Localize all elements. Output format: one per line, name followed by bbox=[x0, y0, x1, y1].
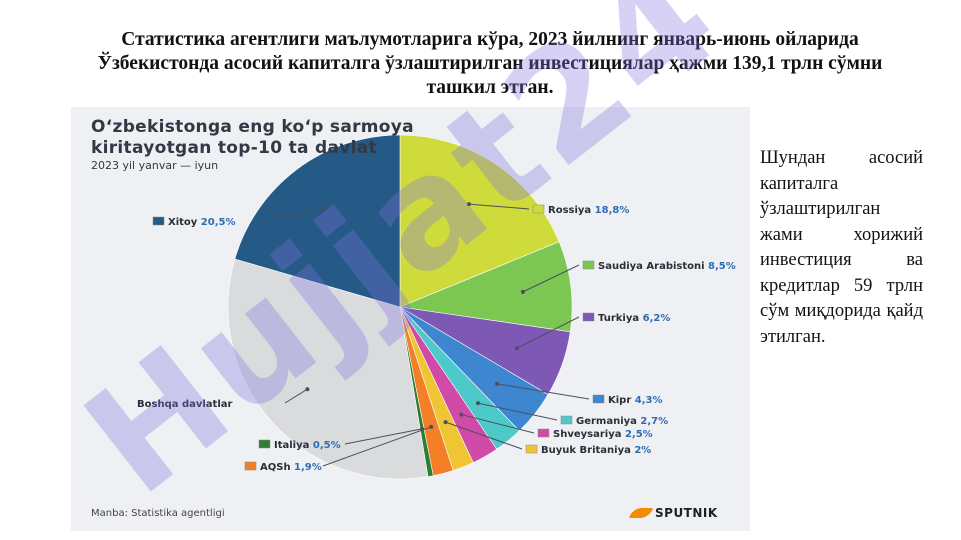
slice-label: Germaniya 2,7% bbox=[576, 416, 668, 427]
slice-label-value: 0,5% bbox=[313, 440, 341, 451]
slice-label: Turkiya 6,2% bbox=[598, 313, 670, 324]
leader-dot bbox=[495, 381, 500, 386]
pie-chart: Rossiya 18,8% Saudiya Arabistoni 8,5% Turk… bbox=[137, 134, 736, 480]
slice-label-value: 4,3% bbox=[635, 395, 663, 406]
slice-label: Rossiya 18,8% bbox=[548, 205, 629, 216]
slice-label-value: 2,5% bbox=[625, 429, 653, 440]
flag-icon bbox=[152, 216, 165, 226]
flag-icon bbox=[582, 312, 595, 322]
slice-label-name: Germaniya bbox=[576, 416, 640, 427]
leader-line bbox=[445, 421, 523, 450]
sputnik-logo: SPUTNIK bbox=[628, 506, 718, 520]
slice-label-name: Rossiya bbox=[548, 205, 595, 216]
slice-label: Italiya 0,5% bbox=[274, 440, 341, 451]
pie-slice-boshqa-davlatlar bbox=[227, 258, 429, 480]
leader-dot bbox=[305, 387, 310, 392]
infographic-panel: Rossiya 18,8% Saudiya Arabistoni 8,5% Turk… bbox=[71, 107, 750, 531]
source-note: Manba: Statistika agentligi bbox=[91, 508, 225, 519]
flag-icon bbox=[244, 461, 257, 471]
leader-dot bbox=[420, 426, 425, 431]
slice-label-name: Shveysariya bbox=[553, 429, 625, 440]
slice-label: Boshqa davlatlar bbox=[137, 399, 233, 410]
slice-label-value: 2% bbox=[634, 445, 651, 456]
slice-label-name: Boshqa davlatlar bbox=[137, 399, 233, 410]
slice-label-name: Buyuk Britaniya bbox=[541, 445, 634, 456]
leader-dot bbox=[520, 289, 525, 294]
flag-icon bbox=[582, 260, 595, 270]
sputnik-logo-text: SPUTNIK bbox=[655, 506, 718, 520]
flag-icon bbox=[525, 444, 538, 454]
flag-icon bbox=[560, 415, 573, 425]
pie-slice-rossiya bbox=[399, 134, 560, 308]
leader-line bbox=[522, 264, 580, 293]
leader-line bbox=[322, 426, 432, 467]
slice-label-value: 18,8% bbox=[595, 205, 630, 216]
leader-line bbox=[284, 388, 308, 404]
slice-label: Buyuk Britaniya 2% bbox=[541, 445, 651, 456]
leader-line bbox=[468, 203, 530, 210]
leader-dot bbox=[459, 412, 464, 417]
leader-line bbox=[477, 402, 558, 421]
flag-icon bbox=[258, 439, 271, 449]
slice-label-name: Saudiya Arabistoni bbox=[598, 261, 708, 272]
leader-dot bbox=[514, 346, 519, 351]
leader-dot bbox=[466, 202, 471, 207]
leader-line bbox=[461, 414, 535, 434]
slice-label: Xitoy 20,5% bbox=[168, 217, 236, 228]
slice-label-value: 1,9% bbox=[294, 462, 322, 473]
infographic-title: O‘zbekistonga eng ko‘p sarmoya kiritayot… bbox=[91, 117, 414, 159]
leader-dot bbox=[476, 401, 481, 406]
leader-line bbox=[516, 316, 580, 349]
infographic-subtitle: 2023 yil yanvar — iyun bbox=[91, 159, 219, 172]
flag-icon bbox=[537, 428, 550, 438]
flag-icon bbox=[592, 394, 605, 404]
slice-label: Kipr 4,3% bbox=[608, 395, 662, 406]
slice-label-value: 6,2% bbox=[643, 313, 671, 324]
leader-line bbox=[344, 428, 423, 445]
pie-slice-saudiya-arabistoni bbox=[398, 241, 573, 333]
leader-dot bbox=[429, 424, 434, 429]
slice-label: AQSh 1,9% bbox=[260, 462, 322, 473]
leader-line bbox=[497, 383, 590, 400]
leader-dot bbox=[443, 420, 448, 425]
side-paragraph: Шундан асосий капиталга ўзлаштирилган жа… bbox=[760, 148, 923, 347]
slice-label: Saudiya Arabistoni 8,5% bbox=[598, 261, 736, 272]
infographic-title-line2: kiritayotgan top-10 ta davlat bbox=[91, 138, 377, 158]
pie-slice-xitoy bbox=[234, 134, 401, 308]
slice-label-name: Italiya bbox=[274, 440, 313, 451]
slice-label-value: 8,5% bbox=[708, 261, 736, 272]
leader-line bbox=[262, 207, 326, 222]
sputnik-logo-icon bbox=[628, 508, 654, 518]
slice-label-name: Kipr bbox=[608, 395, 635, 406]
slice-label-name: Xitoy bbox=[168, 217, 201, 228]
leader-dot bbox=[323, 205, 328, 210]
slice-label-name: Turkiya bbox=[598, 313, 643, 324]
slice-label-value: 2,7% bbox=[640, 416, 668, 427]
infographic-title-line1: O‘zbekistonga eng ko‘p sarmoya bbox=[91, 117, 414, 137]
slice-label-value: 20,5% bbox=[201, 217, 236, 228]
flag-icon bbox=[532, 204, 545, 214]
slice-label-name: AQSh bbox=[260, 462, 294, 473]
slide-title: Статистика агентлиги маълумотларига кўра… bbox=[97, 29, 883, 98]
slice-label: Shveysariya 2,5% bbox=[553, 429, 653, 440]
